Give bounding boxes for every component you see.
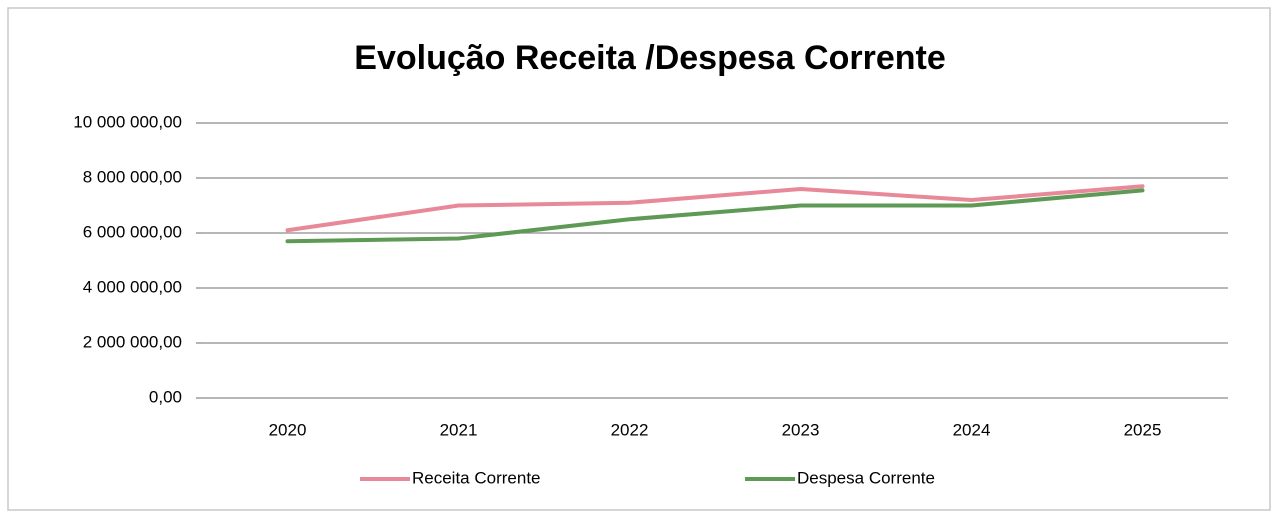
y-tick-label: 8 000 000,00 [83,167,182,186]
series-line [285,184,1145,233]
x-tick-label: 2020 [269,420,307,439]
series-line [285,188,1145,244]
chart-border [7,7,1271,511]
y-tick-label: 2 000 000,00 [83,332,182,351]
x-tick-label: 2021 [440,420,478,439]
chart-title: Evolução Receita /Despesa Corrente [354,39,945,77]
legend-label: Receita Corrente [412,468,541,487]
x-tick-label: 2022 [611,420,649,439]
legend-label: Despesa Corrente [797,468,935,487]
y-tick-label: 4 000 000,00 [83,277,182,296]
x-tick-label: 2023 [782,420,820,439]
x-tick-label: 2024 [953,420,991,439]
y-tick-label: 0,00 [149,387,182,406]
y-tick-label: 10 000 000,00 [73,112,182,131]
x-tick-label: 2025 [1124,420,1162,439]
y-tick-label: 6 000 000,00 [83,222,182,241]
